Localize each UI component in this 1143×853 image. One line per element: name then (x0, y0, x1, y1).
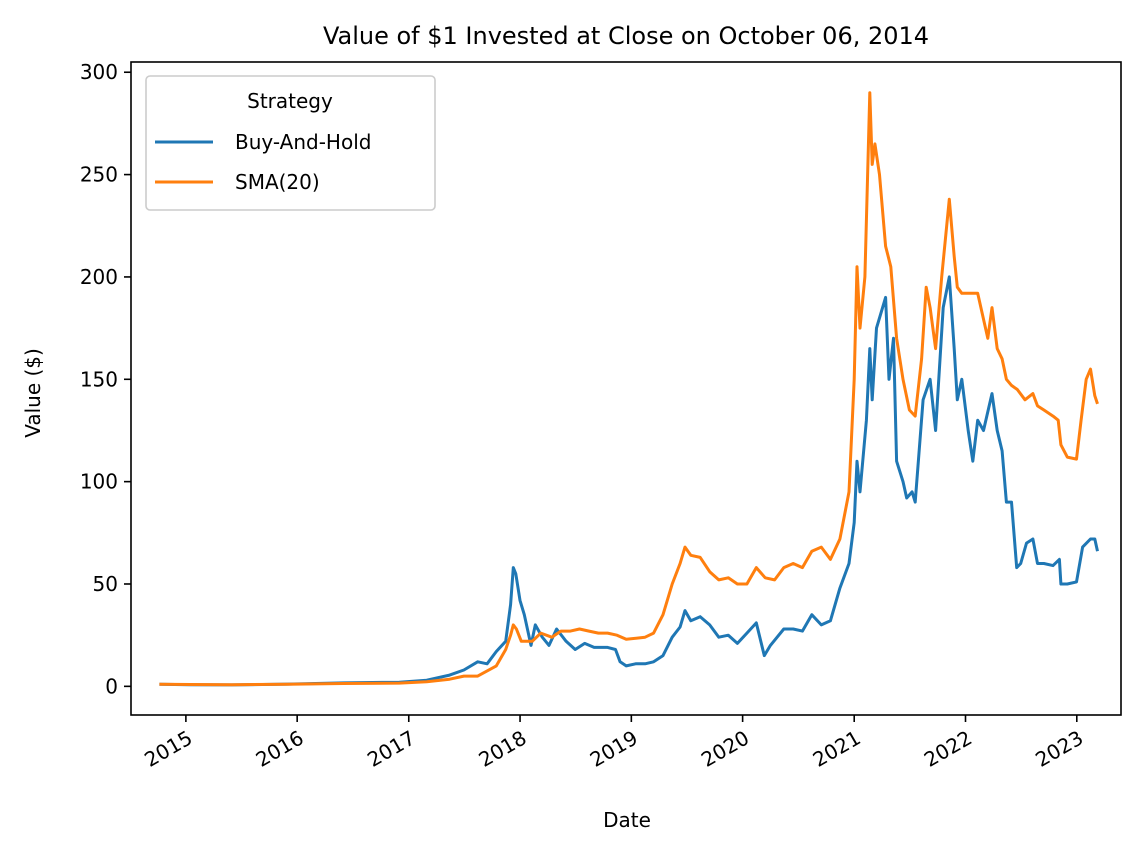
x-axis-title: Date (603, 808, 651, 832)
legend-box (145, 75, 436, 211)
y-tick-label: 50 (93, 572, 118, 596)
y-tick-label: 0 (105, 674, 118, 698)
plot-frame (130, 61, 1122, 716)
legend-label-1: Buy-And-Hold (235, 130, 371, 154)
y-axis: 0 50 100 150 200 250 300 (80, 60, 131, 698)
legend: Strategy Buy-And-Hold SMA(20) (145, 75, 436, 211)
legend-label-2: SMA(20) (235, 170, 320, 194)
y-axis-title: Value ($) (21, 348, 45, 438)
y-tick-label: 200 (80, 265, 118, 289)
y-tick-label: 300 (80, 60, 118, 84)
series-line-1 (159, 275, 1099, 687)
y-tick-label: 100 (80, 470, 118, 494)
legend-title: Strategy (247, 89, 333, 113)
chart-title: Value of $1 Invested at Close on October… (323, 22, 929, 50)
plot-area (130, 61, 1122, 716)
y-tick-label: 150 (80, 367, 118, 391)
series-line-2 (159, 91, 1099, 687)
y-tick-label: 250 (80, 163, 118, 187)
